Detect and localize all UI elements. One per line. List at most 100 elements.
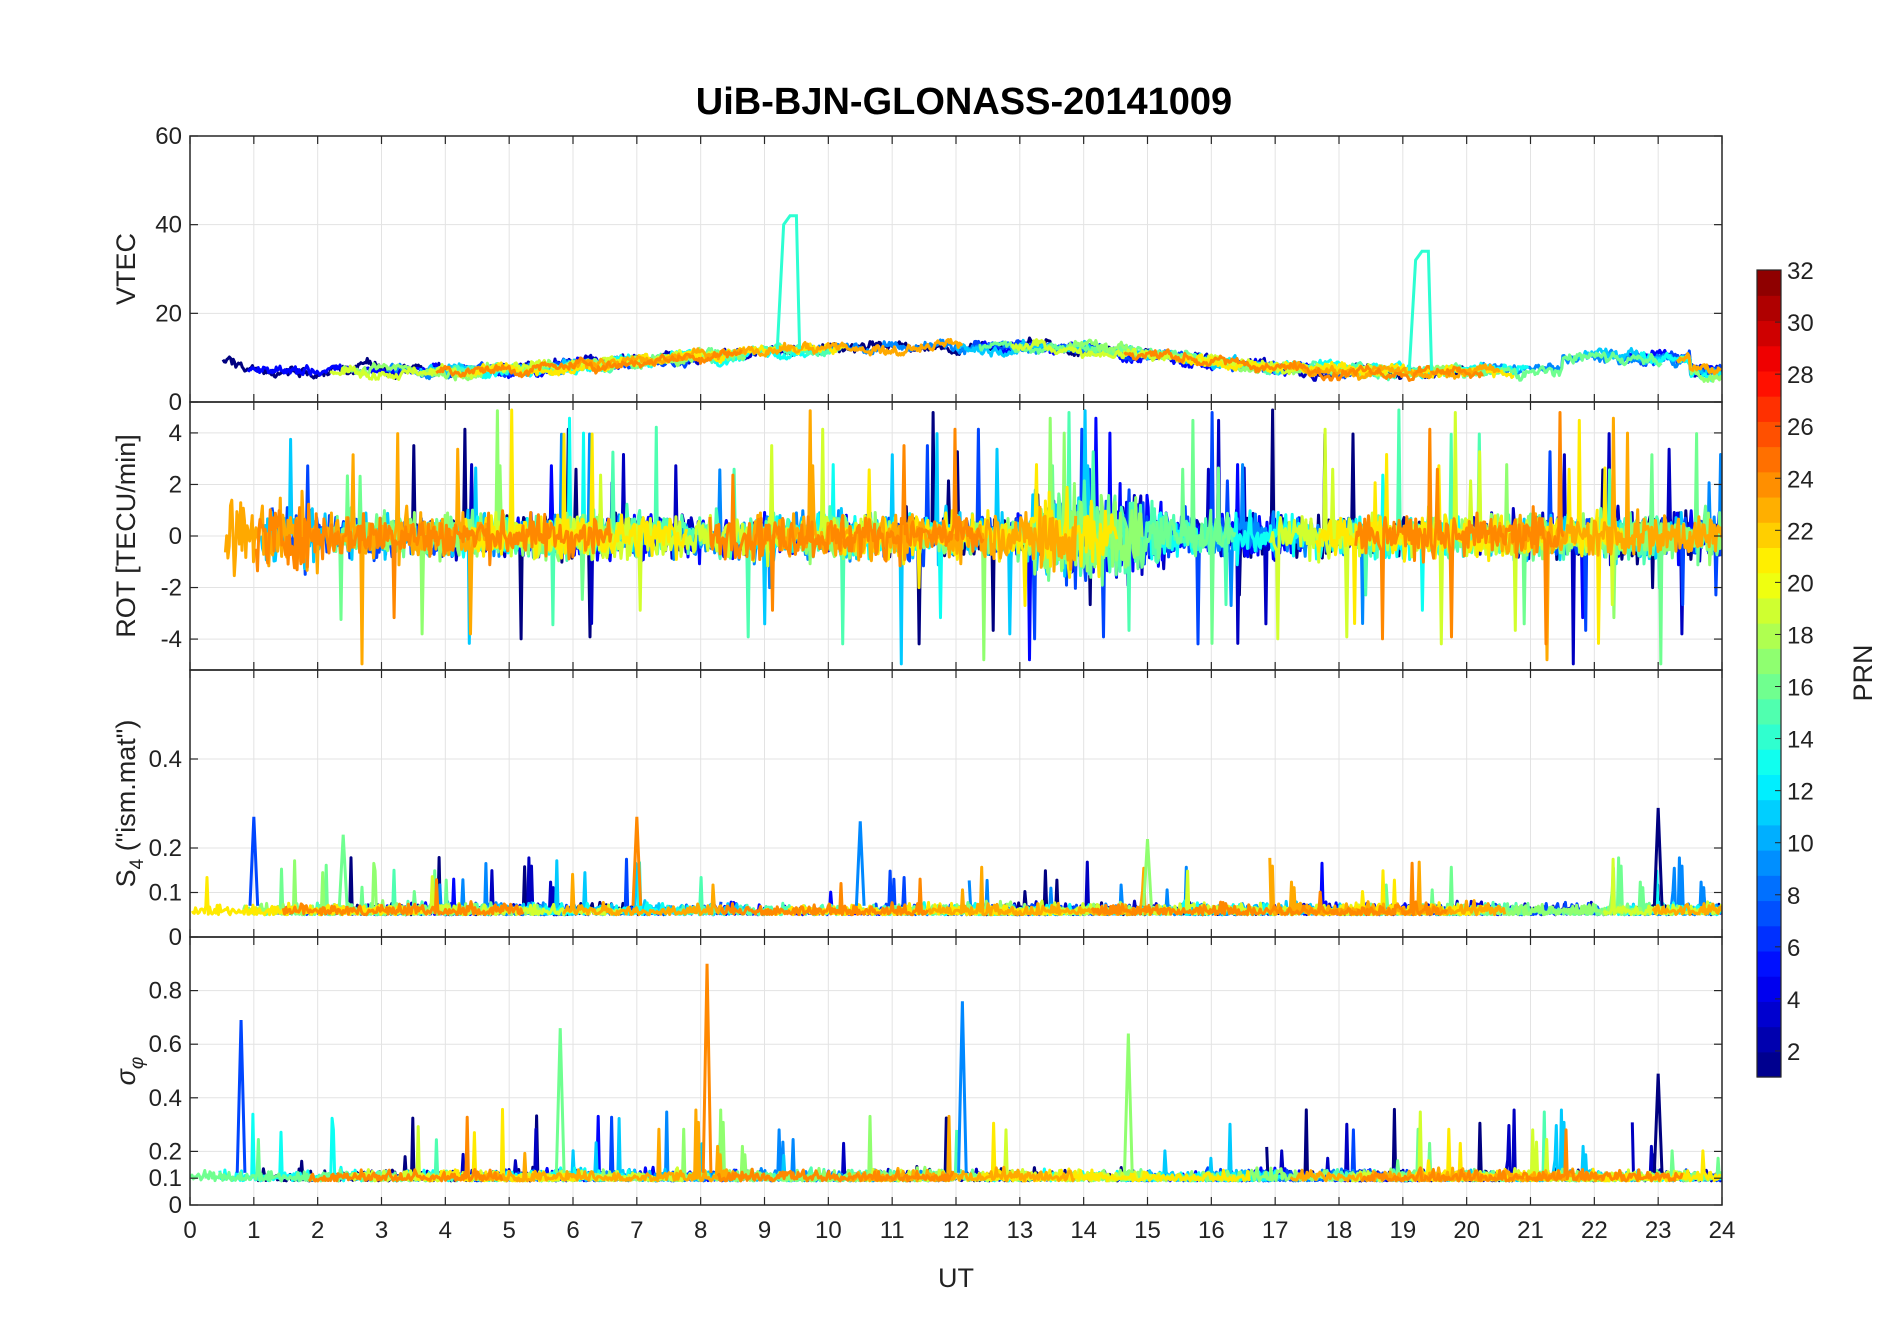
x-tick-label: 21 xyxy=(1517,1217,1544,1244)
y-tick-label: 0.2 xyxy=(149,1138,182,1165)
colorbar-bin xyxy=(1757,698,1781,725)
colorbar-frame xyxy=(1756,269,1782,1078)
x-tick-label: 24 xyxy=(1709,1217,1736,1244)
colorbar-bin xyxy=(1757,370,1781,397)
y-axis-label: σφ xyxy=(111,1057,148,1086)
x-tick-label: 6 xyxy=(566,1217,579,1244)
colorbar-tick-label: 24 xyxy=(1787,466,1814,493)
series-group xyxy=(190,807,1722,917)
x-tick-label: 18 xyxy=(1326,1217,1353,1244)
colorbar-bin xyxy=(1757,496,1781,523)
x-tick-label: 22 xyxy=(1581,1217,1608,1244)
series-line xyxy=(716,1167,955,1183)
y-tick-label: 40 xyxy=(155,212,182,239)
y-tick-label: 0.8 xyxy=(149,978,182,1005)
x-tick-label: 23 xyxy=(1645,1217,1672,1244)
x-tick-label: 5 xyxy=(502,1217,515,1244)
colorbar-tick-label: 16 xyxy=(1787,675,1814,702)
series-line xyxy=(751,409,1078,573)
colorbar-tick-label: 18 xyxy=(1787,622,1814,649)
colorbar-bin xyxy=(1757,976,1781,1002)
peak-mark xyxy=(701,963,713,1173)
colorbar-bin xyxy=(1757,925,1781,952)
colorbar-bin xyxy=(1757,270,1781,296)
series-group xyxy=(223,408,1722,666)
series-line xyxy=(1090,861,1448,917)
colorbar-bin xyxy=(1757,1051,1781,1078)
colorbar-bin xyxy=(1757,1001,1781,1028)
x-tick-label: 16 xyxy=(1198,1217,1225,1244)
series-line xyxy=(1288,360,1501,381)
colorbar-bin xyxy=(1757,446,1781,473)
colorbar-bin xyxy=(1757,723,1781,750)
colorbar-tick-label: 2 xyxy=(1787,1039,1800,1066)
colorbar-tick-label: 26 xyxy=(1787,414,1814,441)
x-tick-label: 3 xyxy=(375,1217,388,1244)
series-line xyxy=(482,1108,744,1183)
colorbar-bin xyxy=(1757,799,1781,826)
y-tick-label: -4 xyxy=(161,626,182,653)
colorbar-tick-label: 12 xyxy=(1787,779,1814,806)
x-tick-label: 10 xyxy=(815,1217,842,1244)
series-line xyxy=(281,878,525,917)
panel-rot: -4 -2 0 2 4 ROT [TECU/min] xyxy=(111,401,1723,671)
x-tick-label: 7 xyxy=(630,1217,643,1244)
colorbar-bin xyxy=(1757,850,1781,876)
peak-mark xyxy=(554,1028,566,1173)
colorbar-tick-label: 32 xyxy=(1787,258,1814,285)
vtec-spike xyxy=(775,214,802,350)
y-axis-label: ROT [TECU/min] xyxy=(111,434,141,638)
peak-mark xyxy=(1652,1073,1664,1173)
y-tick-label: 0 xyxy=(169,924,182,951)
series-line xyxy=(190,1138,428,1183)
y-tick-label: 0.2 xyxy=(149,835,182,862)
colorbar-bin xyxy=(1757,900,1781,927)
y-tick-label: 0 xyxy=(169,523,182,550)
series-line xyxy=(1676,352,1722,376)
series-line xyxy=(567,337,964,370)
peak-mark xyxy=(1123,1033,1134,1173)
x-tick-label: 12 xyxy=(943,1217,970,1244)
colorbar-bin xyxy=(1757,648,1781,675)
colorbar-bin xyxy=(1757,421,1781,448)
colorbar-tick-label: 8 xyxy=(1787,883,1800,910)
colorbar-bin xyxy=(1757,572,1781,599)
y-axis-label: VTEC xyxy=(111,233,141,305)
y-tick-label: 0.4 xyxy=(149,1085,182,1112)
colorbar-tick-label: 20 xyxy=(1787,570,1814,597)
colorbar-tick-label: 14 xyxy=(1787,727,1814,754)
peak-mark xyxy=(1142,839,1153,906)
colorbar-bin xyxy=(1757,1026,1781,1053)
colorbar-bin xyxy=(1757,295,1781,322)
peak-mark xyxy=(235,1020,247,1173)
y-tick-label: 0 xyxy=(169,389,182,416)
y-tick-label: 0.4 xyxy=(149,746,182,773)
series-group xyxy=(190,963,1722,1183)
colorbar-bin xyxy=(1757,824,1781,851)
colorbar-tick-label: 22 xyxy=(1787,518,1814,545)
colorbar-tick-label: 28 xyxy=(1787,362,1814,389)
series-line xyxy=(562,872,726,917)
y-tick-label: 0.1 xyxy=(149,880,182,907)
colorbar-tick-label: 6 xyxy=(1787,935,1800,962)
colorbar-bin xyxy=(1757,320,1781,347)
colorbar-tick-label: 10 xyxy=(1787,831,1814,858)
series-line xyxy=(708,427,985,612)
series-line xyxy=(1354,411,1565,646)
series-line xyxy=(307,1115,504,1183)
series-line xyxy=(1651,902,1722,917)
x-tick-label: 1 xyxy=(247,1217,260,1244)
y-tick-label: 0 xyxy=(169,1192,182,1219)
series-line xyxy=(1488,416,1722,662)
y-tick-label: -2 xyxy=(161,575,182,602)
y-tick-label: 20 xyxy=(155,300,182,327)
y-tick-label: 2 xyxy=(169,471,182,498)
y-tick-label: 60 xyxy=(155,123,182,150)
colorbar-bin xyxy=(1757,522,1781,549)
series-line xyxy=(435,349,743,379)
y-tick-label: 0.1 xyxy=(149,1165,182,1192)
series-line xyxy=(1360,1128,1684,1183)
peak-mark xyxy=(854,821,866,906)
